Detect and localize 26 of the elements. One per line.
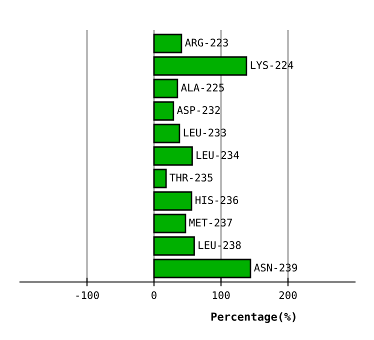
y-tick-label: LEU-233: [184, 128, 226, 137]
x-tick-label: 0: [152, 291, 156, 300]
y-tick-label: LYS-224: [250, 61, 294, 70]
x-tick-label: 200: [279, 291, 297, 300]
bar: [153, 78, 178, 98]
bar: [153, 101, 174, 121]
y-tick-label: ASN-239: [254, 264, 298, 272]
y-tick-label: LEU-238: [198, 241, 241, 250]
x-axis-title: Percentage(%): [211, 312, 296, 323]
x-tick-label: -100: [76, 291, 99, 300]
bar: [153, 56, 248, 76]
x-tick-label: 100: [212, 291, 230, 300]
bar: [153, 124, 180, 144]
y-tick-label: THR-235: [170, 174, 212, 182]
bar: [153, 191, 192, 211]
y-tick-label: HIS-236: [196, 196, 238, 204]
bar: [153, 214, 186, 234]
bar: [153, 146, 193, 166]
y-tick-label: ARG-223: [185, 38, 228, 47]
y-tick-label: LEU-234: [196, 151, 239, 160]
bar: [153, 168, 167, 188]
y-tick-label: ASP-232: [176, 106, 220, 114]
y-tick-label: MET-237: [189, 218, 232, 227]
bar: [153, 34, 182, 54]
bar: [153, 236, 195, 256]
y-tick-label: ALA-225: [180, 84, 224, 92]
